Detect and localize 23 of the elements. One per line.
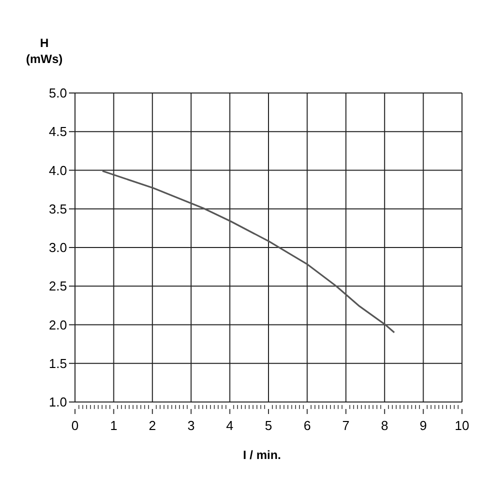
y-tick-label: 3.0	[48, 240, 67, 256]
x-tick-label: 5	[264, 418, 272, 433]
x-tick-label: 1	[110, 418, 118, 433]
y-tick-label: 2.5	[48, 278, 67, 294]
x-tick-label: 6	[304, 418, 311, 433]
y-axis-title: H (mWs)	[26, 35, 63, 67]
y-tick-label: 4.5	[48, 124, 67, 140]
y-tick-label: 1.0	[48, 394, 67, 410]
y-tick-label: 1.5	[48, 356, 67, 371]
x-tick-label: 9	[420, 418, 427, 433]
x-tick-label: 7	[342, 418, 350, 433]
y-tick-label: 2.0	[48, 317, 67, 332]
y-tick-label: 4.0	[48, 162, 67, 178]
x-tick-label: 3	[187, 418, 195, 433]
x-tick-label: 8	[380, 418, 388, 433]
x-tick-label: 2	[148, 418, 156, 433]
x-tick-label: 4	[226, 418, 234, 433]
x-tick-label: 10	[454, 418, 470, 433]
line-series	[102, 170, 396, 334]
y-tick-label: 3.5	[48, 201, 67, 216]
x-axis-title: I / min.	[242, 448, 282, 462]
x-tick-label: 0	[71, 418, 79, 433]
y-tick-label: 5.0	[48, 86, 67, 101]
